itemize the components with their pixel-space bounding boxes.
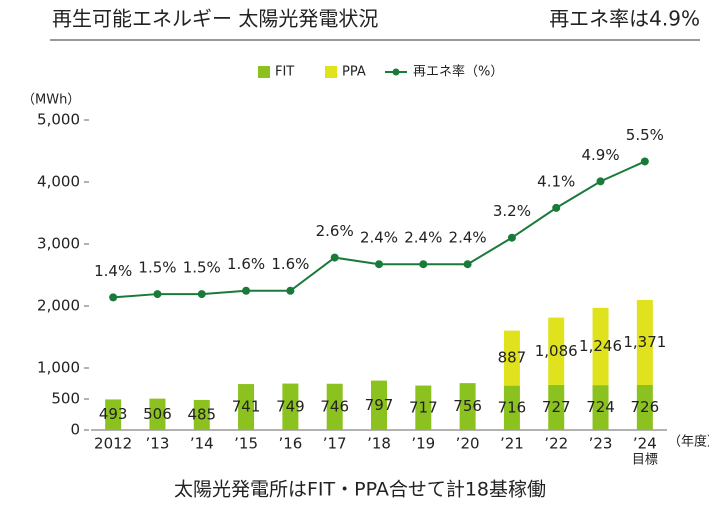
y-unit: （MWh） xyxy=(22,93,80,108)
bar-label: 506 xyxy=(143,405,172,423)
rate-label: 5.5% xyxy=(626,126,664,144)
footer: 太陽光発電所はFIT・PPA合せて計18基稼働 xyxy=(174,479,546,501)
legend-swatch xyxy=(258,66,270,78)
rate-point xyxy=(375,260,383,269)
bar-label: 887 xyxy=(498,349,527,367)
x-tick-label: ’23 xyxy=(589,435,613,453)
rate-point xyxy=(153,290,162,299)
x-tick-label: ’24 xyxy=(633,435,657,453)
bar xyxy=(238,384,255,430)
bar xyxy=(592,307,609,386)
rate-label: 1.4% xyxy=(94,262,132,280)
x-tick-label: 2012 xyxy=(94,435,132,453)
bar-label: 797 xyxy=(365,396,394,414)
x-tick-label: ’21 xyxy=(500,435,524,453)
rate-label: 1.5% xyxy=(138,259,176,277)
y-tick-label: 5,000 xyxy=(37,111,80,129)
legend-swatch xyxy=(325,66,337,78)
x-tick-label: ’13 xyxy=(146,435,170,453)
y-tick-label: 0 xyxy=(70,421,80,439)
bar xyxy=(282,383,299,430)
rate-point xyxy=(242,286,251,295)
bar-label: 726 xyxy=(631,398,660,416)
rate-point xyxy=(552,203,561,212)
legend-label: PPA xyxy=(342,65,366,80)
target-label: 目標 xyxy=(632,453,658,468)
bar xyxy=(326,383,343,430)
bar-label: 716 xyxy=(498,398,527,416)
bar-label: 746 xyxy=(320,397,349,415)
bar xyxy=(415,385,432,430)
y-tick-label: 1,000 xyxy=(37,359,80,377)
legend-swatch xyxy=(392,68,400,76)
bar xyxy=(503,330,520,386)
y-tick-label: 500 xyxy=(51,390,80,408)
rate-point xyxy=(330,253,339,262)
bar-label: 493 xyxy=(99,405,128,423)
x-tick-label: ’20 xyxy=(456,435,480,453)
bar xyxy=(371,380,387,430)
y-tick-label: 4,000 xyxy=(37,173,80,191)
bar-label: 756 xyxy=(453,397,482,415)
bar-label: 724 xyxy=(586,398,615,416)
x-tick-label: ’15 xyxy=(234,435,258,453)
rate-label: 1.5% xyxy=(183,259,221,277)
bar-label: 741 xyxy=(232,398,261,416)
bar xyxy=(636,384,653,430)
bar xyxy=(149,398,166,430)
y-tick-label: 2,000 xyxy=(37,297,80,315)
bar xyxy=(592,385,609,430)
x-tick-label: ’17 xyxy=(323,435,347,453)
bar-label: 1,371 xyxy=(623,333,666,351)
bar xyxy=(193,399,210,430)
y-tick-label: 3,000 xyxy=(37,235,80,253)
x-tick-label: ’18 xyxy=(367,435,391,453)
bar-label: 1,086 xyxy=(535,342,578,360)
legend-label: FIT xyxy=(275,65,294,80)
bar xyxy=(548,317,565,385)
rate-label: 4.9% xyxy=(581,146,619,164)
x-tick-label: ’19 xyxy=(411,435,435,453)
chart-title: 再生可能エネルギー 太陽光発電状況 xyxy=(52,7,378,31)
x-unit: （年度） xyxy=(668,434,709,450)
rate-point xyxy=(197,290,206,299)
rate-label: 2.4% xyxy=(404,229,442,247)
rate-label: 4.1% xyxy=(537,172,575,190)
rate-label: 2.4% xyxy=(449,229,487,247)
x-tick-label: ’22 xyxy=(544,435,568,453)
rate-point xyxy=(109,293,118,302)
bar xyxy=(636,299,653,385)
bar xyxy=(548,384,565,430)
rate-point xyxy=(419,260,428,269)
bar-label: 717 xyxy=(409,398,438,416)
rate-point xyxy=(596,177,605,186)
bar-label: 727 xyxy=(542,398,571,416)
rate-label: 1.6% xyxy=(227,255,265,273)
x-tick-label: ’16 xyxy=(278,435,302,453)
rate-point xyxy=(463,260,472,269)
bar-label: 485 xyxy=(187,405,216,423)
bar-label: 749 xyxy=(276,397,305,415)
rate-point xyxy=(286,286,295,295)
rate-point xyxy=(640,157,649,166)
bar xyxy=(105,399,122,430)
x-tick-label: ’14 xyxy=(190,435,214,453)
legend-label: 再エネ率（%） xyxy=(413,64,503,80)
bar xyxy=(503,385,520,430)
bar xyxy=(459,383,476,430)
rate-label: 3.2% xyxy=(493,202,531,220)
bar-label: 1,246 xyxy=(579,337,622,355)
rate-label: 1.6% xyxy=(271,255,309,273)
headline: 再エネ率は4.9% xyxy=(549,7,700,31)
rate-point xyxy=(507,233,516,242)
rate-label: 2.6% xyxy=(316,222,354,240)
rate-label: 2.4% xyxy=(360,229,398,247)
